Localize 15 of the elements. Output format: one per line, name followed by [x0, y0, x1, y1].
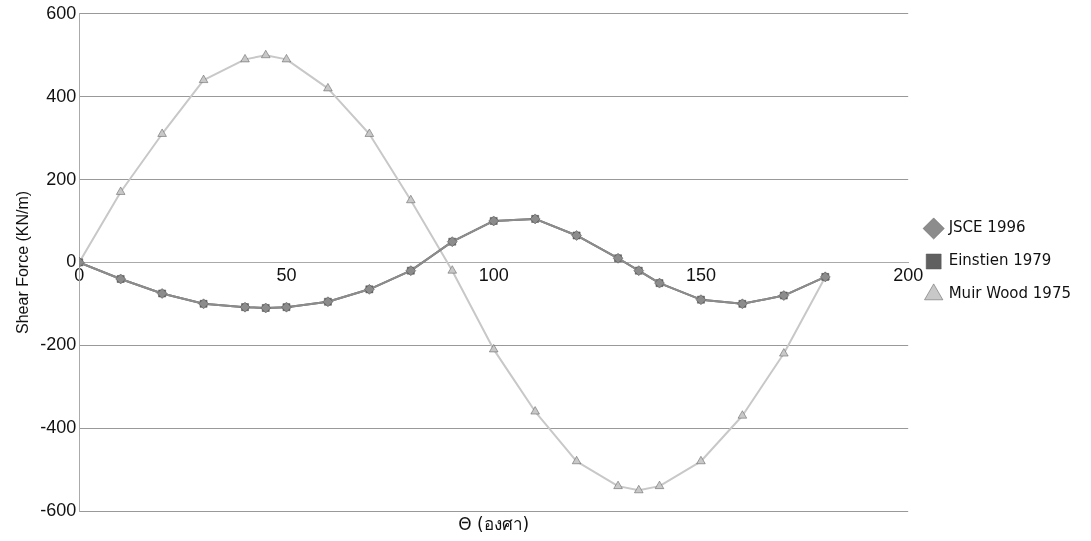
y-tick-label: 600: [46, 2, 77, 23]
x-tick-label: 200: [893, 265, 924, 286]
legend-label: Einstien 1979: [948, 251, 1052, 270]
legend-label: JSCE 1996: [947, 218, 1026, 237]
x-tick-label: 50: [276, 265, 297, 286]
legend-label: Muir Wood 1975: [948, 284, 1072, 303]
x-tick-label: 100: [478, 265, 509, 286]
y-tick-label: 400: [46, 85, 77, 106]
y-tick-label: -600: [40, 499, 77, 520]
x-tick-label: 150: [685, 265, 716, 286]
y-tick-label: -400: [40, 417, 77, 438]
y-tick-label: 200: [46, 168, 77, 189]
y-tick-label: -200: [40, 334, 77, 355]
y-axis-title: Shear Force (KN/m): [14, 190, 32, 334]
x-axis-title: Θ (องศา): [458, 513, 530, 534]
